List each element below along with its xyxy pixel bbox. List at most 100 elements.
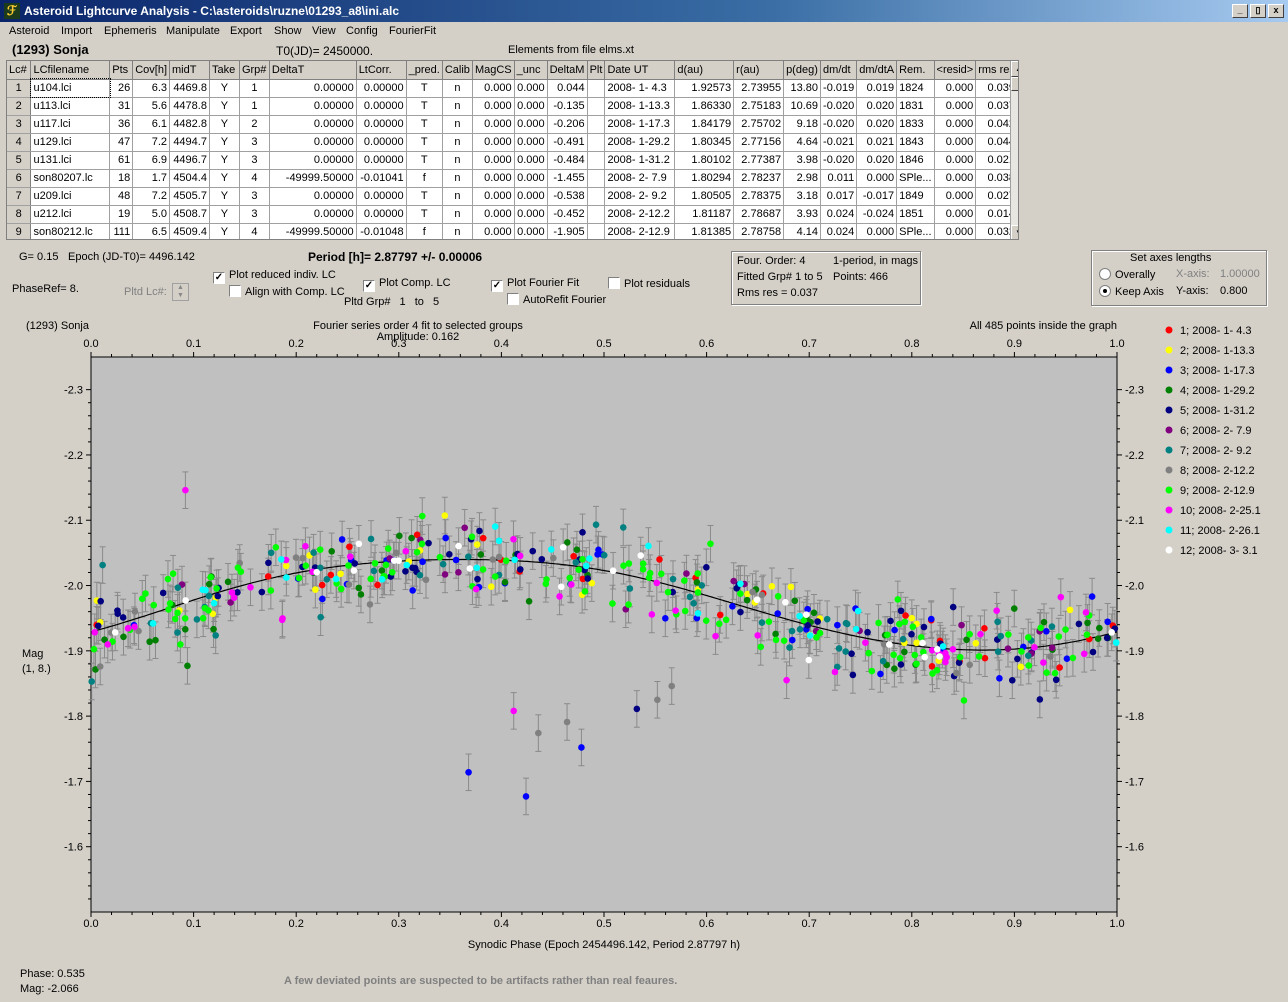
table-cell[interactable]: 2008- 2- 7.9 — [604, 169, 676, 188]
table-cell[interactable]: 2.77156 — [733, 133, 785, 152]
table-cell[interactable]: 1.81385 — [674, 223, 735, 239]
table-cell[interactable]: 0.000 — [856, 223, 898, 239]
table-cell[interactable]: 2.98 — [783, 169, 822, 188]
table-cell[interactable]: 0.000 — [514, 169, 548, 188]
table-cell[interactable]: 0.000 — [514, 151, 548, 170]
row-number[interactable]: 5 — [7, 151, 32, 170]
menu-export[interactable]: Export — [230, 25, 262, 37]
overall-radio[interactable]: Overally — [1099, 268, 1155, 281]
table-cell[interactable]: 0.000 — [472, 205, 515, 224]
table-cell[interactable]: n — [442, 187, 473, 206]
table-cell[interactable]: 0.044 — [975, 133, 1018, 152]
table-cell[interactable]: u113.lci — [30, 97, 111, 116]
column-header[interactable]: Calib — [442, 61, 473, 80]
table-cell[interactable]: 3.93 — [783, 205, 822, 224]
table-cell[interactable]: T — [406, 79, 443, 98]
table-cell[interactable]: 0.000 — [514, 115, 548, 134]
table-cell[interactable]: 3 — [239, 205, 270, 224]
minimize-button[interactable]: _ — [1232, 4, 1248, 18]
y-axis-value[interactable]: 0.800 — [1220, 285, 1248, 297]
column-header[interactable]: p(deg) — [783, 61, 822, 80]
table-cell[interactable]: 0.000 — [472, 169, 515, 188]
table-cell[interactable]: 1 — [239, 79, 270, 98]
table-cell[interactable]: 2.73955 — [733, 79, 785, 98]
row-number[interactable]: 7 — [7, 187, 32, 206]
row-number[interactable]: 2 — [7, 97, 32, 116]
table-cell[interactable]: n — [442, 151, 473, 170]
scroll-thumb[interactable] — [1011, 77, 1018, 91]
table-cell[interactable]: u212.lci — [30, 205, 111, 224]
table-cell[interactable]: 7.2 — [132, 133, 170, 152]
checkbox-box[interactable] — [229, 285, 241, 297]
table-cell[interactable]: 0.00000 — [356, 115, 407, 134]
column-header[interactable]: dm/dt — [820, 61, 858, 80]
table-cell[interactable]: 0.044 — [547, 79, 588, 98]
table-cell[interactable]: 3.18 — [783, 187, 822, 206]
table-cell[interactable]: -49999.50000 — [269, 169, 357, 188]
table-cell[interactable]: son80207.lc — [30, 169, 111, 188]
table-cell[interactable]: 7.2 — [132, 187, 170, 206]
table-cell[interactable] — [587, 169, 606, 188]
table-cell[interactable]: u209.lci — [30, 187, 111, 206]
table-cell[interactable]: 3 — [239, 133, 270, 152]
keep-axis-radio[interactable]: Keep Axis — [1099, 285, 1164, 298]
table-cell[interactable]: 2 — [239, 115, 270, 134]
lightcurve-table[interactable]: Lc# LCfilename Pts Cov[h] midT Take Grp# DeltaT… — [6, 60, 1019, 240]
column-header[interactable]: Grp# — [239, 61, 270, 80]
table-cell[interactable]: 0.000 — [472, 115, 515, 134]
table-cell[interactable]: 1.80102 — [674, 151, 735, 170]
table-cell[interactable]: 4.64 — [783, 133, 822, 152]
table-cell[interactable]: -0.452 — [547, 205, 588, 224]
column-header[interactable]: d(au) — [674, 61, 735, 80]
checkbox-box[interactable]: ✓ — [363, 280, 375, 292]
table-cell[interactable]: -0.017 — [856, 187, 898, 206]
column-header[interactable]: Take — [209, 61, 240, 80]
table-cell[interactable]: 47 — [109, 133, 134, 152]
table-cell[interactable]: 0.000 — [934, 97, 977, 116]
table-cell[interactable]: 4.14 — [783, 223, 822, 239]
plot-reduced-checkbox[interactable]: ✓ Plot reduced indiv. LC — [213, 269, 336, 284]
table-cell[interactable]: Y — [209, 97, 240, 116]
table-cell[interactable]: 0.000 — [934, 223, 977, 239]
checkbox-box[interactable]: ✓ — [491, 280, 503, 292]
column-header[interactable]: r(au) — [733, 61, 785, 80]
pltd-lc-spinner[interactable]: ▲ ▼ — [172, 283, 189, 301]
table-cell[interactable]: -49999.50000 — [269, 223, 357, 239]
row-number[interactable]: 8 — [7, 205, 32, 224]
menu-manipulate[interactable]: Manipulate — [166, 25, 220, 37]
row-number[interactable]: 4 — [7, 133, 32, 152]
row-number[interactable]: 1 — [7, 79, 32, 98]
table-cell[interactable]: n — [442, 205, 473, 224]
restore-button[interactable]: ▯ — [1250, 4, 1266, 18]
row-number[interactable]: 3 — [7, 115, 32, 134]
radio-indicator[interactable] — [1099, 285, 1111, 297]
table-cell[interactable]: 0.024 — [820, 223, 858, 239]
checkbox-box[interactable] — [608, 277, 620, 289]
table-cell[interactable]: 0.000 — [472, 133, 515, 152]
table-cell[interactable]: 0.000 — [934, 115, 977, 134]
table-cell[interactable]: n — [442, 133, 473, 152]
plot-residuals-checkbox[interactable]: Plot residuals — [608, 277, 690, 291]
table-cell[interactable]: 4509.4 — [169, 223, 210, 239]
table-cell[interactable]: SPle... — [896, 169, 935, 188]
table-cell[interactable]: -0.021 — [820, 133, 858, 152]
table-cell[interactable] — [587, 205, 606, 224]
table-cell[interactable]: Y — [209, 79, 240, 98]
table-cell[interactable]: 0.020 — [856, 151, 898, 170]
table-cell[interactable]: Y — [209, 151, 240, 170]
table-cell[interactable]: 1833 — [896, 115, 935, 134]
table-cell[interactable] — [587, 187, 606, 206]
table-cell[interactable]: 2.78758 — [733, 223, 785, 239]
table-cell[interactable]: 6.1 — [132, 115, 170, 134]
table-cell[interactable]: 2.78375 — [733, 187, 785, 206]
table-cell[interactable]: n — [442, 97, 473, 116]
table-cell[interactable]: u129.lci — [30, 133, 111, 152]
table-cell[interactable]: 0.000 — [514, 205, 548, 224]
table-cell[interactable]: 6.9 — [132, 151, 170, 170]
table-cell[interactable]: 1846 — [896, 151, 935, 170]
table-cell[interactable]: 0.027 — [975, 187, 1018, 206]
table-cell[interactable]: 111 — [109, 223, 134, 239]
table-cell[interactable] — [587, 133, 606, 152]
table-cell[interactable]: 0.000 — [514, 133, 548, 152]
